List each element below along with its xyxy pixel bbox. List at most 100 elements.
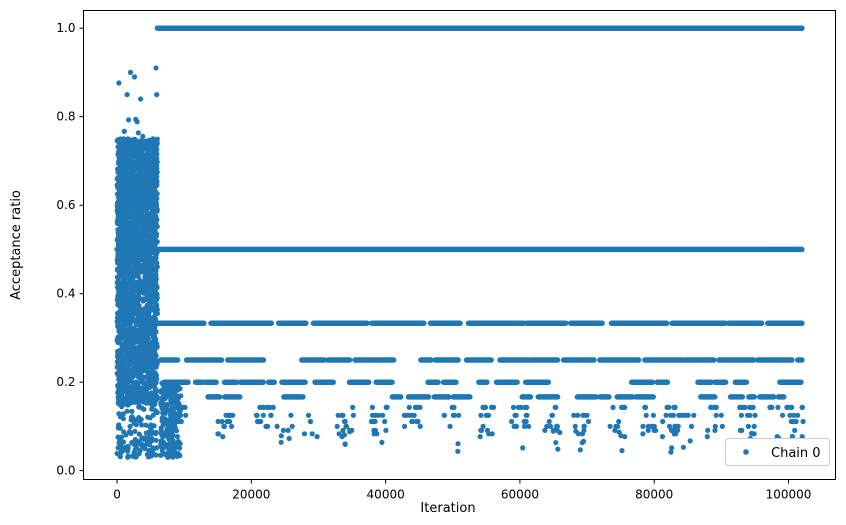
data-point (133, 360, 140, 366)
data-point (126, 162, 132, 168)
data-point (618, 433, 624, 439)
data-point (122, 279, 128, 285)
y-axis-ticks: 0.0 0.2 0.4 0.6 0.8 1.0 (56, 21, 84, 478)
data-point (133, 187, 139, 193)
data-point (120, 439, 126, 445)
data-point (125, 371, 131, 377)
data-point (456, 412, 462, 418)
data-point (154, 343, 160, 350)
data-point (219, 418, 225, 425)
data-point (144, 441, 150, 447)
x-tick-label: 80000 (635, 488, 673, 502)
data-point (127, 207, 133, 213)
data-point (581, 423, 587, 429)
data-point (680, 444, 687, 450)
data-point (147, 361, 153, 367)
data-point (163, 407, 169, 413)
data-point (176, 413, 182, 419)
data-point (447, 423, 453, 429)
data-point (799, 404, 805, 410)
data-point (164, 429, 171, 435)
data-point (130, 195, 136, 201)
data-point (171, 422, 177, 428)
data-point (121, 429, 127, 435)
data-point (408, 412, 415, 418)
data-point (768, 404, 775, 410)
data-point (704, 434, 710, 440)
data-point (135, 174, 141, 180)
data-point (115, 274, 121, 280)
data-point (705, 427, 711, 433)
data-point (125, 275, 131, 281)
data-point (114, 371, 120, 377)
data-point (125, 366, 132, 372)
data-point (154, 250, 160, 256)
data-point (165, 386, 171, 392)
data-point (751, 423, 757, 429)
data-point (152, 276, 158, 282)
data-point (254, 418, 261, 425)
data-point (139, 152, 145, 158)
data-point (165, 434, 171, 440)
data-point (126, 352, 132, 358)
data-point (123, 153, 129, 159)
y-tick-label: 1.0 (56, 21, 75, 35)
data-point (309, 431, 315, 437)
data-point (131, 274, 137, 280)
data-point (135, 382, 141, 388)
data-point (130, 146, 136, 153)
data-point (131, 74, 138, 80)
data-point (167, 438, 173, 444)
data-point (142, 445, 148, 452)
data-point (120, 241, 126, 247)
data-point (153, 271, 159, 277)
data-point (170, 406, 176, 413)
data-point (791, 412, 797, 418)
data-point (164, 452, 170, 459)
data-point (793, 418, 799, 425)
data-point (347, 429, 353, 435)
data-point (414, 404, 420, 410)
data-point (134, 243, 140, 249)
x-axis-label: Iteration (420, 501, 475, 516)
data-point (130, 140, 136, 146)
data-point (664, 404, 670, 410)
data-point (125, 240, 131, 246)
data-point (146, 376, 152, 382)
data-point (712, 423, 718, 429)
data-point (115, 167, 121, 173)
data-point (128, 236, 135, 242)
data-point (151, 379, 157, 385)
data-point (139, 379, 145, 385)
data-point (128, 430, 134, 436)
data-point (121, 226, 127, 232)
data-point (137, 333, 143, 339)
data-point (170, 432, 176, 438)
data-point (142, 231, 148, 237)
data-point (477, 434, 483, 440)
data-point (151, 153, 157, 159)
data-point (120, 201, 126, 207)
data-point (380, 412, 386, 418)
data-point (340, 412, 346, 418)
data-point (161, 416, 167, 422)
data-point (125, 454, 131, 460)
data-point (117, 326, 124, 332)
data-point (171, 381, 177, 387)
data-point (153, 173, 159, 179)
data-point (124, 222, 130, 228)
data-point (128, 417, 134, 423)
data-point (172, 412, 178, 418)
data-point (134, 201, 140, 207)
data-point (289, 423, 295, 429)
data-point (154, 307, 160, 313)
data-point (666, 423, 673, 429)
data-point (120, 232, 126, 238)
data-point (124, 312, 130, 318)
data-point (119, 375, 126, 381)
data-point (280, 427, 286, 433)
data-point (121, 179, 127, 185)
data-point (668, 449, 674, 455)
legend-box (725, 438, 830, 466)
data-point (147, 263, 153, 270)
